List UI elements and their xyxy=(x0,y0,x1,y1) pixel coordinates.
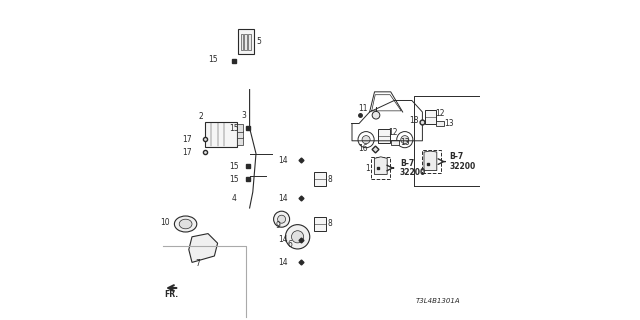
Text: FR.: FR. xyxy=(164,290,179,299)
Bar xyxy=(425,110,436,124)
Text: 7: 7 xyxy=(195,260,200,268)
Text: 8: 8 xyxy=(328,220,333,228)
Text: 32200: 32200 xyxy=(400,168,426,177)
Text: 2: 2 xyxy=(198,112,203,121)
Polygon shape xyxy=(374,157,387,174)
Bar xyxy=(422,150,441,173)
Circle shape xyxy=(397,132,413,148)
Text: 1: 1 xyxy=(365,164,370,172)
Text: T3L4B1301A: T3L4B1301A xyxy=(416,298,461,304)
Bar xyxy=(378,129,390,143)
Ellipse shape xyxy=(179,219,192,229)
Bar xyxy=(239,29,255,54)
Text: 6: 6 xyxy=(288,240,293,249)
Text: B-7: B-7 xyxy=(450,152,464,161)
Bar xyxy=(371,157,390,179)
Text: 15: 15 xyxy=(228,124,239,132)
Text: 8: 8 xyxy=(328,175,333,184)
Bar xyxy=(241,34,243,50)
Text: 15: 15 xyxy=(208,55,218,64)
Text: 9: 9 xyxy=(275,221,280,230)
Polygon shape xyxy=(189,234,218,262)
Polygon shape xyxy=(424,151,437,171)
Text: 3: 3 xyxy=(241,111,246,120)
Text: 14: 14 xyxy=(278,194,288,203)
Bar xyxy=(244,34,247,50)
Circle shape xyxy=(362,136,370,144)
Circle shape xyxy=(292,231,304,243)
Circle shape xyxy=(401,136,409,144)
Text: 14: 14 xyxy=(278,156,288,164)
Bar xyxy=(237,137,243,145)
Ellipse shape xyxy=(174,216,197,232)
Text: 15: 15 xyxy=(228,175,239,184)
Text: 11: 11 xyxy=(358,104,367,113)
Text: 14: 14 xyxy=(278,258,288,267)
Circle shape xyxy=(285,225,310,249)
Text: 17: 17 xyxy=(182,148,192,156)
Text: 14: 14 xyxy=(278,236,288,244)
Text: 13: 13 xyxy=(400,138,410,147)
Text: 12: 12 xyxy=(435,109,445,118)
Circle shape xyxy=(372,111,380,119)
Text: 4: 4 xyxy=(232,194,237,203)
Text: 5: 5 xyxy=(256,37,261,46)
Text: 16: 16 xyxy=(358,144,367,153)
Bar xyxy=(314,217,326,231)
Circle shape xyxy=(274,211,290,227)
Text: 10: 10 xyxy=(160,218,170,227)
Text: 12: 12 xyxy=(388,128,398,137)
Bar xyxy=(237,124,243,132)
Text: 18: 18 xyxy=(409,116,419,124)
Bar xyxy=(392,140,399,145)
Text: 13: 13 xyxy=(444,119,454,128)
Text: 32200: 32200 xyxy=(450,162,476,171)
Bar xyxy=(237,131,243,138)
Bar xyxy=(205,122,237,147)
Bar xyxy=(436,121,444,126)
Text: B-7: B-7 xyxy=(400,159,414,168)
Text: 15: 15 xyxy=(228,162,239,171)
Circle shape xyxy=(278,215,285,223)
Circle shape xyxy=(358,132,374,148)
Bar xyxy=(248,34,251,50)
Text: 17: 17 xyxy=(182,135,192,144)
Bar xyxy=(314,172,326,186)
